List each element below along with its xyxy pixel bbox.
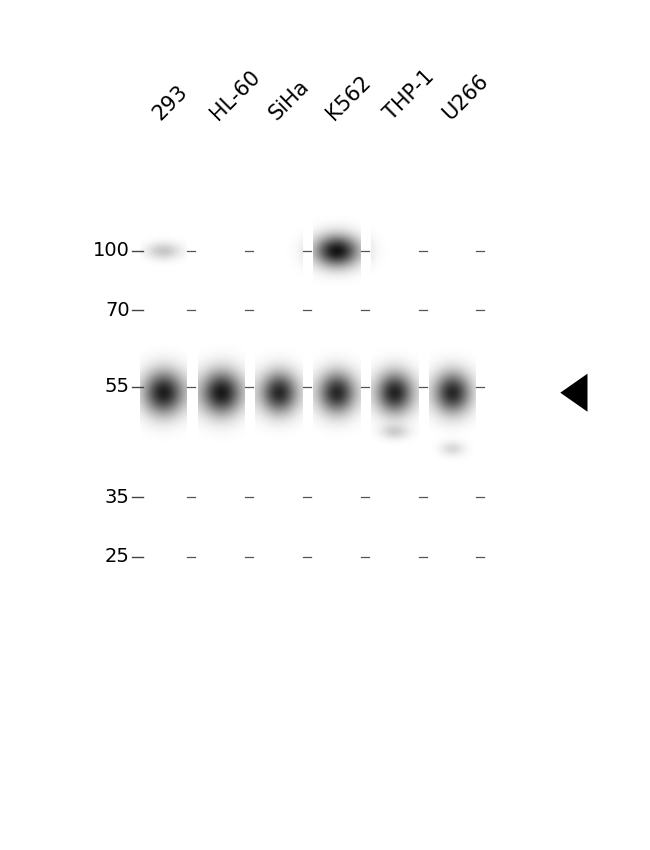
Text: 55: 55 — [105, 377, 130, 396]
Bar — [187, 0, 198, 850]
Bar — [245, 0, 255, 850]
Bar — [0, 0, 140, 850]
Bar — [419, 0, 429, 850]
Bar — [429, 132, 476, 748]
Bar — [0, 748, 650, 850]
Bar — [0, 0, 140, 850]
Bar — [371, 132, 419, 748]
Bar — [140, 132, 187, 748]
Text: SiHa: SiHa — [265, 76, 313, 124]
Bar — [0, 748, 650, 850]
Bar — [255, 132, 303, 748]
Bar — [198, 132, 245, 748]
Bar — [0, 0, 650, 132]
Bar — [187, 0, 198, 850]
Bar — [313, 132, 361, 748]
Bar — [0, 0, 650, 132]
Bar — [361, 0, 371, 850]
Text: 25: 25 — [105, 547, 130, 566]
Bar — [429, 132, 476, 748]
Text: K562: K562 — [323, 71, 375, 124]
Text: HL-60: HL-60 — [207, 66, 265, 124]
Bar — [198, 132, 245, 748]
Bar — [313, 132, 361, 748]
Bar — [476, 0, 650, 850]
Bar — [255, 132, 303, 748]
Bar — [371, 132, 419, 748]
Bar — [361, 0, 371, 850]
Text: 293: 293 — [150, 82, 192, 124]
Bar — [476, 0, 650, 850]
Polygon shape — [560, 374, 588, 411]
Text: U266: U266 — [439, 71, 492, 124]
Bar — [303, 0, 313, 850]
Bar — [245, 0, 255, 850]
Bar — [140, 132, 187, 748]
Bar — [419, 0, 429, 850]
Text: THP-1: THP-1 — [381, 66, 438, 124]
Bar — [303, 0, 313, 850]
Text: 35: 35 — [105, 488, 130, 507]
Text: 70: 70 — [105, 301, 130, 320]
Text: 100: 100 — [93, 241, 130, 260]
